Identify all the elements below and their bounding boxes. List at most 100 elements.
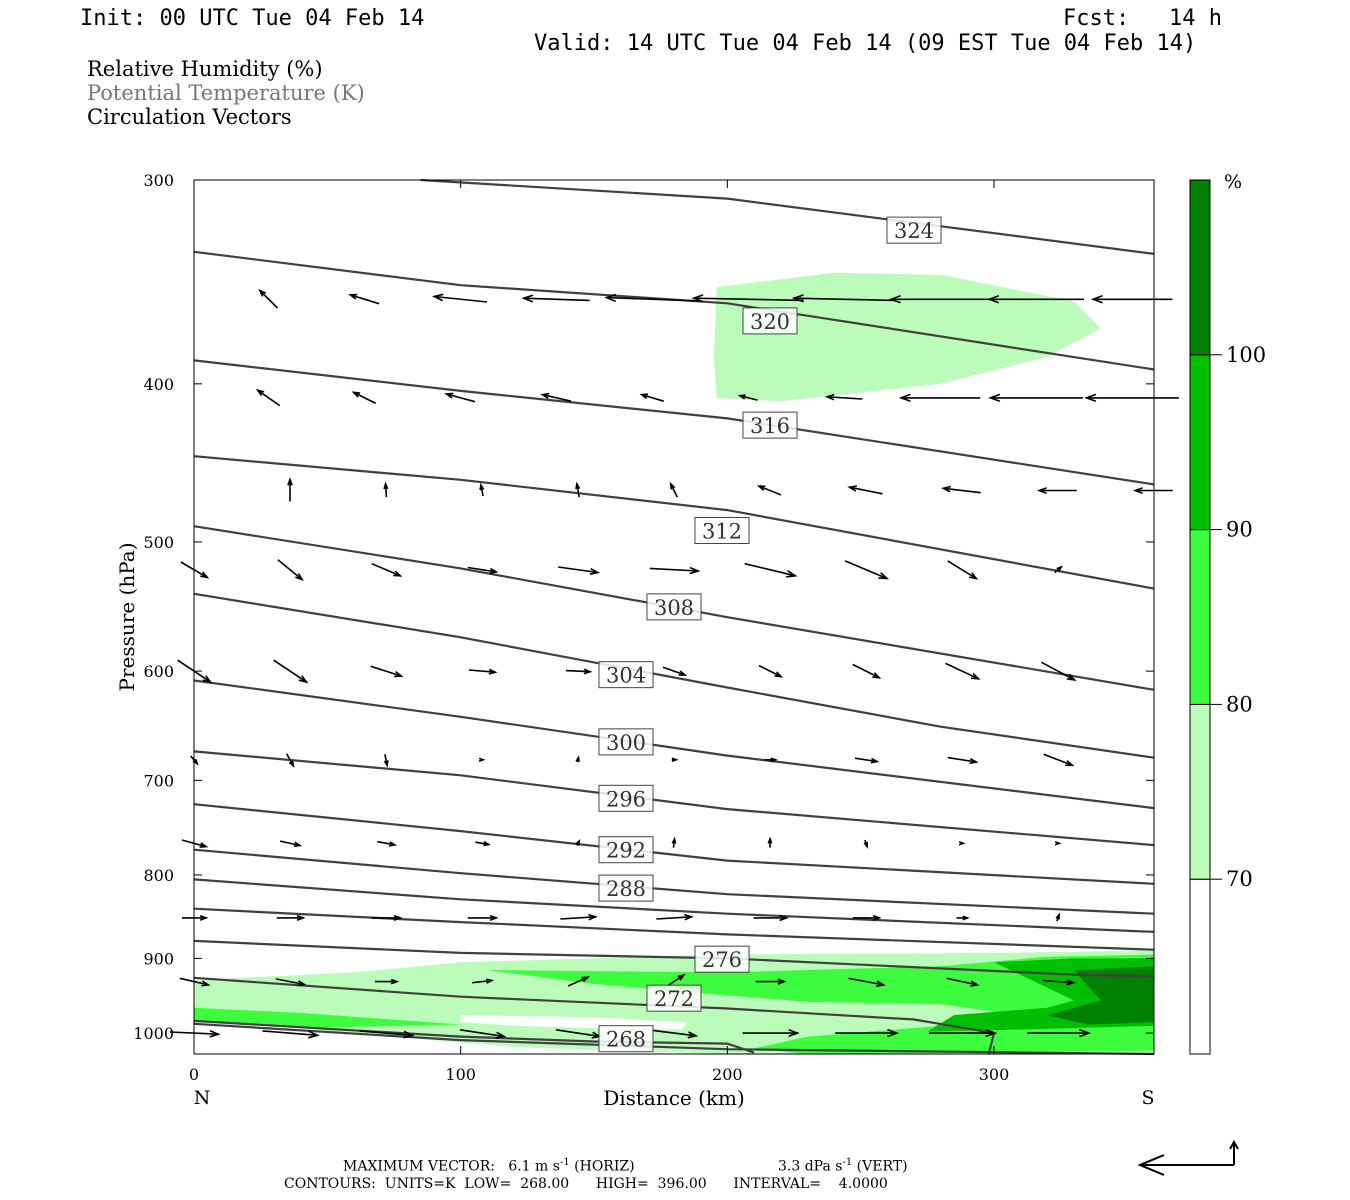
horiz-unit-exponent: -1 [559, 1157, 570, 1168]
theta-contour-272 [193, 976, 996, 1055]
vector-arrowhead [483, 841, 491, 847]
vector-shaft [739, 394, 758, 401]
vector-arrowhead [489, 914, 499, 922]
circulation-vector [940, 485, 981, 494]
contour-label-box [598, 728, 654, 756]
circulation-vector [742, 1029, 800, 1038]
circulation-vector [383, 754, 389, 768]
vector-shaft [758, 664, 782, 678]
vector-shaft [693, 297, 804, 302]
vector-shaft [567, 976, 589, 987]
legend-circulation-vectors: Circulation Vectors [87, 105, 292, 129]
vector-arrowhead [200, 571, 210, 579]
reference-vector-icon [1137, 1139, 1239, 1176]
vector-shaft [273, 659, 307, 683]
vector-arrowhead [201, 980, 211, 987]
circulation-vector [459, 1029, 507, 1039]
relative-humidity-fill [194, 272, 1154, 1054]
circulation-vector [467, 914, 499, 922]
vector-shaft [371, 562, 401, 577]
vector-shaft [946, 977, 978, 986]
maximum-vector-line: MAXIMUM VECTOR: 6.1 m s-1 (HORIZ) [343, 1157, 635, 1175]
circulation-vector [1043, 753, 1075, 767]
vector-shaft [353, 391, 377, 405]
vector-shaft [947, 756, 977, 763]
contour-label-box [598, 784, 654, 812]
contour-label-300: 300 [606, 731, 646, 755]
contour-labels: 324 320 316 312 308 304 300 296 292 288 276 272 268 [598, 216, 942, 1053]
vector-shaft [555, 1029, 601, 1038]
theta-contour-308 [193, 525, 1155, 691]
circulation-vector [521, 294, 590, 303]
vert-unit-exponent: -1 [842, 1157, 853, 1168]
vector-arrowhead [383, 481, 389, 490]
vector-arrowhead [295, 573, 304, 582]
vector-shaft [262, 1030, 318, 1037]
vector-arrowhead [940, 485, 952, 493]
circulation-vector [854, 757, 880, 764]
vector-arrowhead [540, 392, 550, 399]
vector-arrowhead [1084, 393, 1097, 403]
contour-label-box [598, 874, 654, 902]
vector-shaft [744, 562, 796, 577]
vector-arrowhead [788, 1029, 800, 1038]
contour-label-316: 316 [750, 414, 790, 438]
rh-region-100+ [1047, 966, 1154, 1025]
vector-arrowhead [958, 841, 966, 846]
contour-label-268: 268 [606, 1028, 646, 1052]
vector-arrowhead [671, 757, 679, 763]
circulation-vector [852, 663, 882, 679]
theta-contour-304 [193, 592, 1155, 759]
vector-arrowhead [1066, 673, 1077, 682]
circulation-vector [479, 482, 485, 497]
vector-arrowhead [575, 755, 580, 763]
circulation-vector [1027, 1028, 1092, 1038]
circulation-vector [468, 668, 498, 675]
maximum-vector-vert: 3.3 dPa s-1 (VERT) [778, 1157, 908, 1175]
vector-arrowhead [521, 294, 534, 303]
contour-label-box [646, 593, 702, 621]
y-tick-label: 800 [143, 866, 174, 885]
circulation-vector [575, 755, 580, 763]
vector-arrowhead [495, 1031, 507, 1039]
vector-arrowhead [987, 295, 1000, 304]
vector-arrowhead [1056, 565, 1064, 572]
circulation-vector [604, 293, 699, 303]
vector-arrowhead [1079, 1028, 1092, 1038]
vector-shaft [277, 559, 303, 581]
vector-arrowhead [774, 671, 784, 678]
vector-shaft [794, 297, 896, 302]
circulation-vector [1036, 487, 1077, 494]
circulation-vector [475, 841, 491, 847]
contour-label-324: 324 [894, 219, 934, 243]
vector-arrowhead [691, 294, 704, 303]
vector-arrowhead [1055, 912, 1060, 920]
vector-shaft [651, 1029, 697, 1037]
vector-shaft [560, 916, 596, 920]
circulation-vector [671, 836, 677, 848]
vector-arrowhead [351, 391, 361, 398]
vector-arrowhead [737, 394, 746, 400]
circulation-vector [691, 294, 804, 303]
vector-shaft [467, 566, 497, 573]
circulation-vector [285, 753, 295, 768]
colorbar-swatch [1189, 179, 1211, 356]
circulation-vector [467, 566, 499, 575]
circulation-vector [767, 836, 773, 848]
theta-contour-292 [193, 803, 1155, 885]
colorbar-swatch [1189, 354, 1211, 531]
vector-shaft [852, 663, 880, 679]
vector-arrowhead [1132, 487, 1143, 494]
contour-label-box [598, 661, 654, 689]
circulation-vector [287, 477, 293, 502]
circulation-vector [639, 393, 664, 402]
y-tick-label: 700 [143, 771, 174, 790]
vector-arrowhead [988, 393, 1001, 403]
legend-potential-temperature: Potential Temperature (K) [87, 81, 365, 105]
vector-arrowhead [985, 1028, 998, 1038]
circulation-vector [431, 293, 488, 303]
contour-label-276: 276 [702, 948, 742, 972]
circulation-vector [958, 841, 966, 846]
circulation-vector [277, 559, 304, 582]
circulation-vector [371, 914, 403, 922]
